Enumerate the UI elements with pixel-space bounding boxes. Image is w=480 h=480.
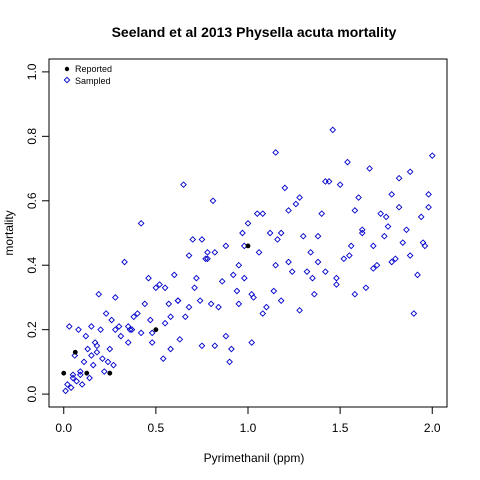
y-axis-label: mortality [2,210,16,255]
reported-point [61,371,66,376]
y-tick-label: 0.0 [25,385,39,402]
legend-reported-label: Reported [75,64,112,74]
x-tick-label: 0.0 [55,421,72,435]
legend-sampled-label: Sampled [75,76,111,86]
y-tick-label: 0.2 [25,321,39,338]
reported-point [84,371,89,376]
legend-reported-marker [65,67,69,71]
reported-point [107,371,112,376]
chart-title: Seeland et al 2013 Physella acuta mortal… [112,24,397,40]
x-tick-label: 0.5 [148,421,165,435]
y-tick-label: 0.6 [25,192,39,209]
y-tick-label: 1.0 [25,63,39,80]
reported-point [153,327,158,332]
y-tick-label: 0.4 [25,257,39,274]
reported-point [246,243,251,248]
reported-point [73,350,78,355]
x-tick-label: 1.5 [332,421,349,435]
x-tick-label: 2.0 [424,421,441,435]
y-tick-label: 0.8 [25,128,39,145]
x-axis-label: Pyrimethanil (ppm) [204,451,305,465]
x-tick-label: 1.0 [240,421,257,435]
